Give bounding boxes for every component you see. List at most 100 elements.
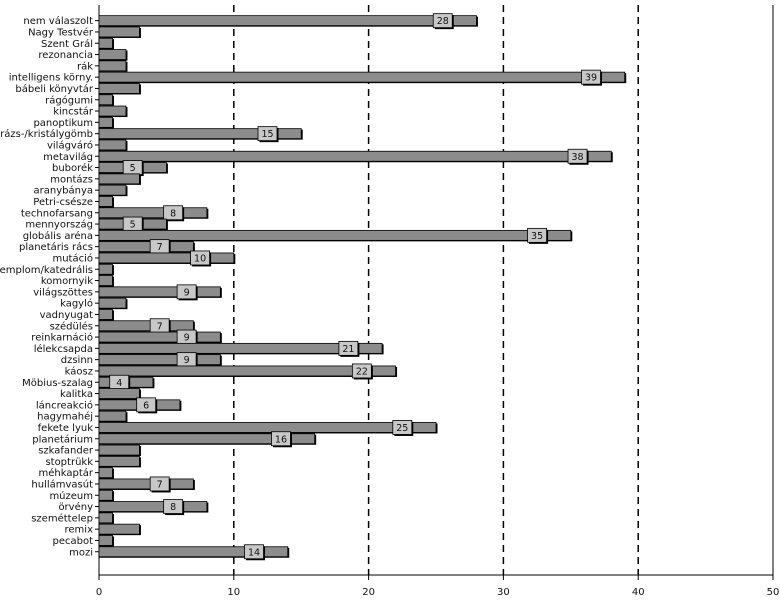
category-label: Petri-csésze [33, 196, 93, 208]
x-tick-label: 10 [227, 587, 240, 598]
bar [98, 105, 127, 117]
data-label: 9 [184, 333, 190, 344]
category-label: kalitka [60, 389, 93, 400]
data-label: 9 [184, 287, 190, 298]
bar [98, 467, 113, 479]
data-label-box [581, 69, 601, 85]
bar [98, 229, 572, 241]
data-label-box [136, 397, 157, 413]
bar [98, 354, 221, 366]
category-label: kagyló [60, 298, 93, 310]
bar [98, 422, 437, 433]
bar [98, 546, 289, 558]
category-label: pecabot [52, 536, 93, 547]
data-label-box [271, 431, 291, 447]
category-label: Möbius-szalag [22, 378, 93, 389]
data-label-box [351, 363, 372, 379]
category-label: templom/katedrális [0, 264, 93, 276]
bar [98, 365, 396, 377]
category-label: metavilág [43, 151, 93, 163]
data-label: 21 [342, 344, 354, 355]
category-label: hullámvasút [31, 478, 93, 490]
data-label-box [149, 476, 170, 492]
data-label: 8 [170, 208, 176, 219]
category-label: mennyország [25, 219, 93, 231]
bar [98, 116, 113, 128]
data-label: 25 [396, 423, 408, 434]
data-label: 10 [194, 253, 206, 264]
x-tick-label: 20 [362, 587, 375, 598]
bar [98, 241, 194, 253]
category-label: múzeum [49, 490, 93, 502]
category-label: reinkarnáció [31, 332, 93, 344]
category-label: remix [65, 525, 94, 536]
category-label: világváró [47, 139, 93, 151]
category-label: stoptrükk [45, 457, 93, 468]
data-label: 14 [248, 547, 260, 558]
data-label: 5 [130, 163, 136, 174]
x-tick-label: 30 [497, 587, 510, 598]
category-label: intelligens körny. [9, 73, 93, 84]
category-label: buborék [52, 162, 93, 174]
data-label: 5 [130, 220, 136, 231]
data-label: 6 [143, 400, 149, 411]
category-label: szeméttelep [31, 512, 93, 524]
data-label: 7 [157, 321, 163, 332]
category-label: fekete lyuk [38, 423, 94, 434]
data-label: 15 [261, 129, 273, 140]
category-label: panoptikum [33, 118, 93, 129]
bar [98, 263, 113, 275]
category-label: láncreakció [36, 399, 93, 411]
data-label-box [527, 227, 547, 243]
category-label: rezonancia [38, 50, 93, 61]
category-label: aranybánya [34, 185, 93, 197]
data-label: 16 [275, 434, 287, 445]
data-label: 7 [157, 242, 163, 253]
bar [98, 489, 113, 501]
bar [98, 410, 127, 422]
x-tick-label: 50 [767, 587, 780, 598]
category-label: méhkaptár [39, 467, 94, 479]
bar [98, 309, 113, 320]
data-label: 28 [437, 16, 449, 27]
data-label: 7 [157, 479, 163, 490]
category-label: káosz [65, 365, 93, 377]
category-label: nem válaszolt [23, 15, 93, 27]
bar [98, 184, 127, 196]
category-label: lélekcsapda [34, 343, 93, 355]
data-label: 9 [184, 355, 190, 366]
bar [98, 275, 113, 286]
data-label-box [392, 420, 413, 435]
bar [98, 71, 626, 83]
category-label: örvény [58, 501, 93, 513]
bar [98, 286, 221, 298]
x-tick-label: 0 [96, 587, 102, 598]
category-label: planetáris rács [19, 241, 93, 253]
category-label: vadnyugat [40, 310, 93, 321]
bar [98, 37, 113, 49]
data-label-box [432, 13, 453, 29]
category-label: varázs-/kristálygömb [0, 128, 93, 140]
bar [98, 128, 302, 140]
bar [98, 388, 140, 399]
category-label: dzsinn [61, 355, 93, 366]
category-label: világszöttes [33, 286, 93, 298]
bar [98, 26, 140, 38]
category-label: Nagy Testvér [28, 26, 94, 38]
data-label-box [244, 544, 264, 560]
category-label: montázs [50, 173, 93, 185]
category-label: komornyik [41, 276, 93, 287]
bar [98, 173, 140, 185]
bar [98, 49, 127, 60]
bar [98, 15, 477, 27]
bar [98, 455, 140, 467]
data-label-box [567, 148, 588, 164]
x-tick-label: 40 [632, 587, 645, 598]
category-label: technofarsang [21, 208, 93, 219]
data-label-box [176, 284, 197, 300]
bar [98, 512, 113, 524]
bar [98, 139, 127, 151]
bar [98, 196, 113, 207]
data-label: 39 [585, 73, 597, 84]
